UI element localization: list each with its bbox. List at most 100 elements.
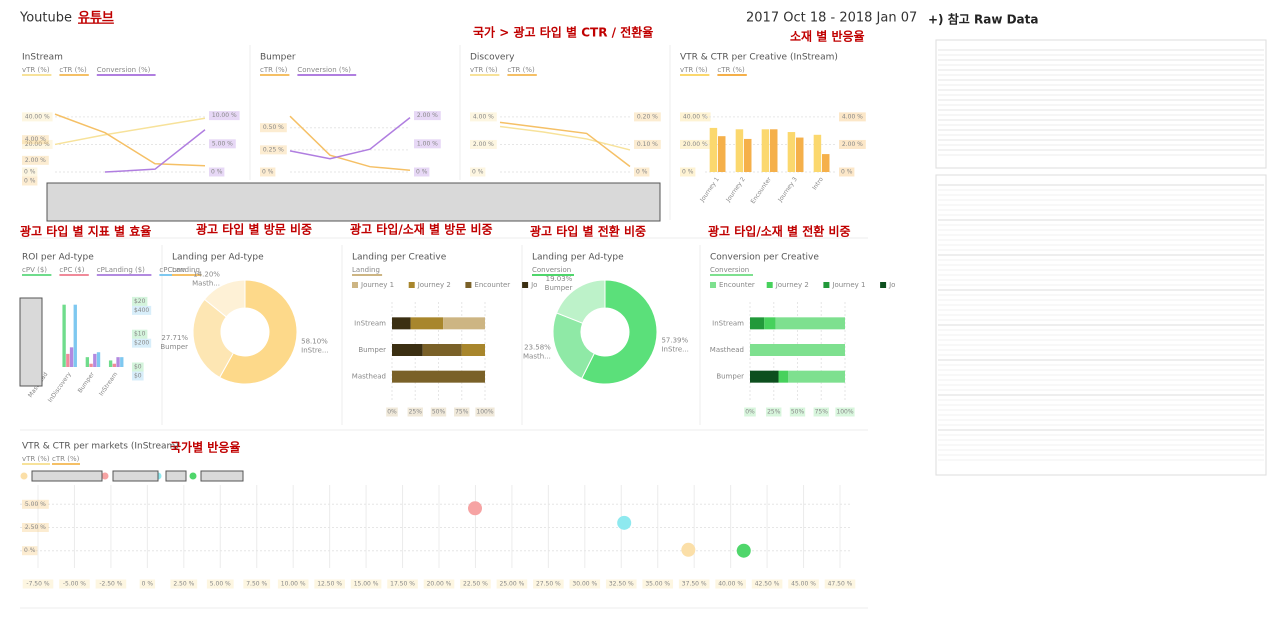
y-tick-label: 2.00 % xyxy=(473,141,494,148)
tick-bg xyxy=(533,579,564,589)
tick-bg xyxy=(470,167,486,177)
annotation: 광고 타입 별 방문 비중 xyxy=(196,222,312,237)
y-tick-label: Bumper xyxy=(358,346,386,354)
slice-value-label: 58.10% xyxy=(301,338,328,346)
bar xyxy=(761,129,770,172)
legend-label: Conversion (%) xyxy=(297,66,351,74)
pie-slice xyxy=(192,298,234,379)
y-tick-label: 0 % xyxy=(841,169,853,176)
bar-segment xyxy=(778,370,788,383)
x-tick-label: 40.00 % xyxy=(718,581,743,588)
y-tick-label: $0 xyxy=(134,373,142,380)
y-tick-label: 0.50 % xyxy=(263,124,284,131)
tick-bg xyxy=(414,139,441,149)
brand: Youtube xyxy=(19,11,72,26)
x-tick-label: 100% xyxy=(836,409,853,416)
tick-bg xyxy=(22,139,53,149)
tick-bg xyxy=(277,579,309,589)
title-kr: 유튜브 xyxy=(78,11,114,26)
tick-bg xyxy=(470,139,497,149)
x-tick-label: 25% xyxy=(409,409,423,416)
slice-label: Masth... xyxy=(192,280,220,288)
tick-bg xyxy=(839,112,866,122)
annotation: 국가별 반응율 xyxy=(170,440,240,455)
line-series xyxy=(104,129,206,173)
chart-title: Discovery xyxy=(470,53,515,63)
bar xyxy=(69,347,74,367)
chart-subtitle: Landing xyxy=(352,266,380,274)
legend-swatch xyxy=(465,282,472,288)
tick-bg xyxy=(460,579,491,589)
legend-label: Landing xyxy=(172,266,200,274)
x-tick-label: 75% xyxy=(815,409,829,416)
annotation: 광고 타입 별 전환 비중 xyxy=(530,224,646,239)
tick-bg xyxy=(22,176,38,186)
bar-segment xyxy=(750,344,845,356)
tick-bg xyxy=(386,407,398,417)
x-tick-label: Journey 1 xyxy=(698,176,721,204)
legend-label: Journey 1 xyxy=(831,281,865,289)
y-tick-label: 0 % xyxy=(416,169,428,176)
tick-bg xyxy=(680,139,711,149)
redaction-box xyxy=(46,182,661,222)
x-tick-label: Encounter xyxy=(750,176,774,206)
legend-label: cTR (%) xyxy=(52,455,80,463)
tick-bg xyxy=(430,407,447,417)
legend-label: cPConv. xyxy=(159,266,187,274)
x-tick-label: 0% xyxy=(745,409,755,416)
tick-bg xyxy=(751,579,783,589)
slice-label: InStre... xyxy=(301,347,328,355)
bar xyxy=(822,154,830,172)
x-tick-label: 27.50 % xyxy=(536,581,561,588)
tick-bg xyxy=(744,407,756,417)
raw-data-thumbnail xyxy=(935,39,1267,169)
legend-swatch xyxy=(880,282,887,288)
y-tick-label: 4.00 % xyxy=(25,136,46,143)
tick-bg xyxy=(788,579,819,589)
legend-swatch xyxy=(408,282,415,288)
chart-title: VTR & CTR per Creative (InStream) xyxy=(680,53,838,63)
y-tick-label: 2.50 % xyxy=(25,524,46,531)
y-tick-label: Bumper xyxy=(716,373,744,381)
legend-label: cPLanding ($) xyxy=(97,266,145,274)
bar xyxy=(112,363,117,367)
line-series xyxy=(289,117,411,160)
tick-bg xyxy=(634,112,661,122)
tick-bg xyxy=(132,296,148,306)
x-tick-label: 17.50 % xyxy=(390,581,415,588)
pie-slice xyxy=(555,279,606,324)
chart-title: ROI per Ad-type xyxy=(22,253,94,263)
x-tick-label: 50% xyxy=(432,409,446,416)
y-tick-label: 1.00 % xyxy=(417,140,438,147)
legend-label: Journey 1 xyxy=(360,281,394,289)
bar-segment xyxy=(775,317,845,330)
bar-segment xyxy=(764,317,776,330)
annotation: 소재 별 반응율 xyxy=(790,29,865,44)
tick-bg xyxy=(132,371,144,381)
y-tick-label: 0 % xyxy=(24,547,36,554)
x-tick-label: -5.00 % xyxy=(63,581,86,588)
y-tick-label: 0.25 % xyxy=(263,146,284,153)
legend-swatch xyxy=(823,282,830,288)
chart-title: InStream xyxy=(22,53,63,63)
bar xyxy=(85,357,90,367)
bar-segment xyxy=(392,344,423,356)
line-series xyxy=(499,125,631,151)
x-tick-label: 35.00 % xyxy=(645,581,670,588)
legend-dot xyxy=(101,472,109,480)
x-tick-label: 32.50 % xyxy=(609,581,634,588)
x-tick-label: -7.50 % xyxy=(26,581,49,588)
x-tick-label: 25.00 % xyxy=(500,581,525,588)
tick-bg xyxy=(22,523,49,532)
bar xyxy=(787,132,796,172)
tick-bg xyxy=(132,362,144,372)
line-series xyxy=(289,115,411,171)
annotation: 국가 > 광고 타입 별 CTR / 전환율 xyxy=(473,25,653,40)
chart-title: Landing per Ad-type xyxy=(532,253,624,263)
x-tick-label: 100% xyxy=(476,409,493,416)
y-tick-label: 10.00 % xyxy=(212,112,237,119)
bar-segment xyxy=(461,344,485,356)
y-tick-label: 0 % xyxy=(211,169,223,176)
tick-bg xyxy=(22,112,53,122)
y-tick-label: 2.00 % xyxy=(417,112,438,119)
